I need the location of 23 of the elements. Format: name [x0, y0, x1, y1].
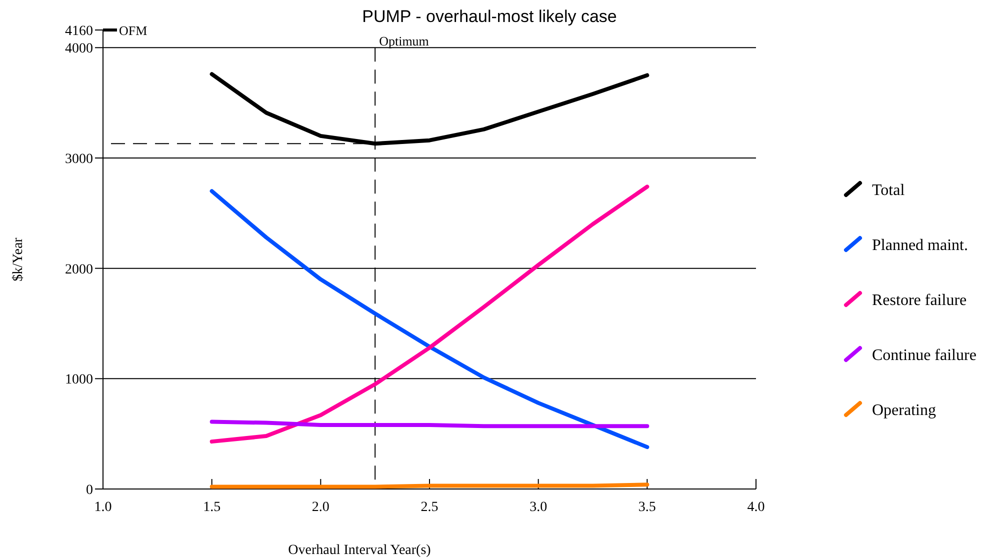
x-axis-title: Overhaul Interval Year(s) [288, 543, 432, 558]
x-tick-label: 1.0 [94, 500, 112, 515]
legend-label: Restore failure [872, 292, 967, 309]
y-tick-label: 1000 [65, 372, 93, 388]
ref-line-label: Optimum [379, 34, 429, 49]
y-tick-label: 0 [86, 483, 93, 498]
legend-label: Total [872, 182, 906, 199]
legend-label: Planned maint. [872, 237, 968, 254]
y-tick-label: 4000 [65, 42, 93, 57]
x-tick-label: 3.0 [530, 500, 548, 515]
chart-title: PUMP - overhaul-most likely case [362, 7, 617, 26]
x-tick-label: 2.0 [312, 500, 330, 515]
legend-label: Continue failure [872, 347, 976, 364]
legend-label: Operating [872, 402, 936, 419]
x-tick-label: 1.5 [203, 500, 221, 515]
x-tick-label: 4.0 [747, 500, 765, 515]
x-tick-label: 3.5 [638, 500, 656, 515]
y-tick-label: 2000 [65, 262, 93, 278]
x-tick-label: 2.5 [420, 500, 438, 515]
y-tick-label: 3000 [65, 152, 93, 167]
y-axis-title: $k/Year [11, 237, 26, 282]
annotation: OFM [119, 23, 148, 38]
y-tick-label: 4160 [65, 24, 93, 39]
